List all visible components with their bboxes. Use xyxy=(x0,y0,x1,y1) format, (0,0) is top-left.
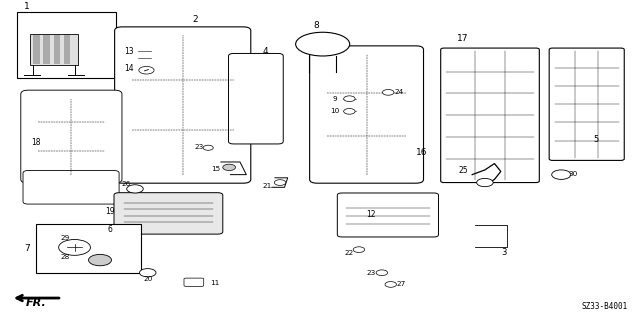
Text: 26: 26 xyxy=(121,181,131,188)
Text: 7: 7 xyxy=(24,244,29,253)
Text: 22: 22 xyxy=(344,250,353,256)
Text: 20: 20 xyxy=(143,276,152,282)
Text: 14: 14 xyxy=(124,64,134,73)
Text: 25: 25 xyxy=(458,166,468,175)
Text: 11: 11 xyxy=(210,280,219,285)
Text: 16: 16 xyxy=(415,148,427,157)
Circle shape xyxy=(383,90,394,95)
Circle shape xyxy=(139,67,154,74)
Text: 6: 6 xyxy=(107,225,112,234)
FancyBboxPatch shape xyxy=(229,53,283,144)
Circle shape xyxy=(477,179,493,187)
Text: 30: 30 xyxy=(568,171,578,177)
Ellipse shape xyxy=(296,32,350,56)
Text: 21: 21 xyxy=(263,183,272,189)
Bar xyxy=(43,36,50,64)
Text: 18: 18 xyxy=(32,139,41,148)
FancyBboxPatch shape xyxy=(310,46,424,183)
Text: 3: 3 xyxy=(502,248,507,257)
Text: 5: 5 xyxy=(593,135,598,144)
Text: 1: 1 xyxy=(24,3,29,12)
Text: 28: 28 xyxy=(61,254,70,260)
Text: 4: 4 xyxy=(263,47,268,56)
Circle shape xyxy=(89,254,111,266)
Bar xyxy=(17,12,116,78)
Circle shape xyxy=(344,108,355,114)
Text: SZ33-B4001: SZ33-B4001 xyxy=(582,302,628,311)
FancyBboxPatch shape xyxy=(23,171,119,204)
Text: 9: 9 xyxy=(332,96,337,102)
FancyBboxPatch shape xyxy=(549,48,624,160)
Circle shape xyxy=(127,185,143,193)
FancyBboxPatch shape xyxy=(337,193,438,237)
Text: 13: 13 xyxy=(124,47,134,56)
Text: 23: 23 xyxy=(195,144,204,150)
FancyBboxPatch shape xyxy=(184,278,204,286)
Circle shape xyxy=(223,164,236,171)
Text: FR.: FR. xyxy=(26,299,47,308)
Text: 19: 19 xyxy=(105,206,114,216)
Text: 29: 29 xyxy=(61,235,70,241)
Text: 12: 12 xyxy=(366,210,376,219)
FancyBboxPatch shape xyxy=(114,27,250,183)
Circle shape xyxy=(274,180,286,185)
FancyBboxPatch shape xyxy=(21,90,122,183)
FancyBboxPatch shape xyxy=(441,48,539,182)
Circle shape xyxy=(551,170,571,180)
Text: 10: 10 xyxy=(330,108,339,114)
Text: 23: 23 xyxy=(366,270,376,276)
Circle shape xyxy=(139,268,156,277)
Circle shape xyxy=(344,96,355,101)
Circle shape xyxy=(376,270,388,276)
Circle shape xyxy=(353,247,365,252)
Text: 15: 15 xyxy=(211,166,220,172)
Circle shape xyxy=(59,239,91,255)
Text: 8: 8 xyxy=(314,21,320,30)
Text: 27: 27 xyxy=(397,281,406,287)
Text: 17: 17 xyxy=(457,34,468,43)
Bar xyxy=(36,224,141,273)
Bar xyxy=(64,36,70,64)
Text: 24: 24 xyxy=(394,89,404,95)
Bar xyxy=(54,36,60,64)
Text: 2: 2 xyxy=(192,15,198,24)
Circle shape xyxy=(385,282,396,287)
Bar xyxy=(33,36,40,64)
FancyBboxPatch shape xyxy=(114,193,223,234)
Circle shape xyxy=(203,145,213,150)
Bar xyxy=(30,34,78,66)
